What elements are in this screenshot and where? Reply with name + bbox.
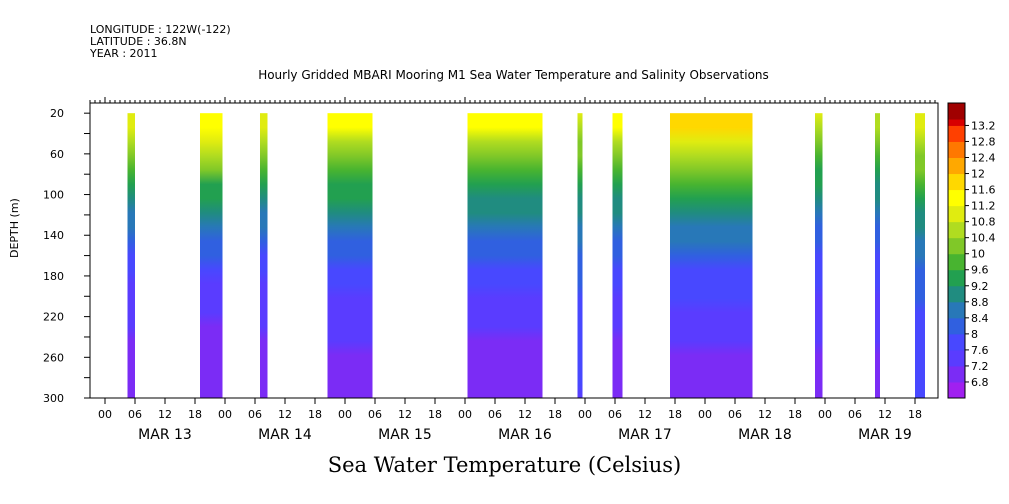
y-tick-label: 100	[43, 189, 64, 202]
day-label: MAR 13	[138, 427, 192, 443]
x-tick-label: 00	[818, 408, 832, 421]
day-label: MAR 14	[258, 427, 312, 443]
colorbar-label: 8.4	[971, 312, 989, 325]
metadata-block: LONGITUDE : 122W(-122) LATITUDE : 36.8N …	[90, 24, 231, 60]
x-tick-label: 06	[248, 408, 262, 421]
colorbar-label: 11.2	[971, 200, 996, 213]
colorbar-swatch	[948, 189, 965, 207]
colorbar-swatch	[948, 205, 965, 223]
longitude-label: LONGITUDE : 122W(-122)	[90, 23, 231, 36]
y-tick-label: 140	[43, 229, 64, 242]
x-tick-label: 12	[878, 408, 892, 421]
x-tick-label: 06	[608, 408, 622, 421]
colorbar-swatch	[948, 253, 965, 271]
day-label: MAR 18	[738, 427, 792, 443]
x-tick-label: 00	[698, 408, 712, 421]
colorbar-swatch	[948, 173, 965, 191]
data-segment-6	[577, 113, 583, 398]
x-tick-label: 12	[638, 408, 652, 421]
y-tick-label: 60	[50, 148, 64, 161]
colorbar-label: 10.8	[971, 216, 996, 229]
data-segment-11	[915, 113, 925, 398]
y-tick-label: 20	[50, 107, 64, 120]
colorbar-label: 12	[971, 168, 985, 181]
x-tick-label: 06	[488, 408, 502, 421]
x-tick-label: 12	[278, 408, 292, 421]
colorbar-label: 6.8	[971, 376, 989, 389]
variable-title: Sea Water Temperature (Celsius)	[327, 453, 682, 477]
colorbar-swatch	[948, 349, 965, 367]
x-tick-label: 12	[158, 408, 172, 421]
colorbar-label: 10	[971, 248, 985, 261]
y-tick-label: 220	[43, 311, 64, 324]
colorbar-swatch	[948, 333, 965, 351]
colorbar-swatch	[948, 317, 965, 335]
colorbar-label: 12.8	[971, 135, 996, 148]
day-label: MAR 19	[858, 427, 912, 443]
colorbar-label: 12.4	[971, 152, 996, 165]
x-tick-label: 18	[668, 408, 682, 421]
x-tick-label: 06	[368, 408, 382, 421]
data-segment-3	[260, 113, 268, 398]
colorbar-label: 7.2	[971, 360, 989, 373]
colorbar-swatch	[948, 301, 965, 319]
colorbar-label: 9.6	[971, 264, 989, 277]
colorbar-label: 13.2	[971, 119, 996, 132]
x-tick-label: 00	[98, 408, 112, 421]
x-tick-label: 18	[908, 408, 922, 421]
day-label: MAR 15	[378, 427, 432, 443]
data-segment-9	[815, 113, 823, 398]
colorbar-frame	[947, 102, 966, 399]
colorbar-swatch	[948, 269, 965, 287]
y-tick-label: 180	[43, 270, 64, 283]
colorbar-swatch	[948, 103, 965, 120]
data-segment-1	[127, 113, 135, 398]
chart-title: Hourly Gridded MBARI Mooring M1 Sea Wate…	[258, 68, 769, 82]
colorbar-swatch	[948, 381, 965, 399]
colorbar-swatch	[948, 365, 965, 383]
data-segment-2	[200, 113, 223, 398]
day-label: MAR 17	[618, 427, 672, 443]
x-tick-label: 06	[728, 408, 742, 421]
colorbar-label: 8	[971, 328, 978, 341]
day-label: MAR 16	[498, 427, 552, 443]
colorbar-swatch	[948, 285, 965, 303]
x-tick-label: 00	[578, 408, 592, 421]
x-tick-label: 00	[458, 408, 472, 421]
x-tick-label: 12	[758, 408, 772, 421]
data-segment-4	[327, 113, 373, 398]
colorbar-label: 11.6	[971, 184, 996, 197]
plot-frame	[89, 102, 939, 399]
colorbar-swatch	[948, 141, 965, 159]
colorbar-label: 7.6	[971, 344, 989, 357]
colorbar-label: 8.8	[971, 296, 989, 309]
colorbar-swatch	[948, 237, 965, 255]
x-tick-label: 18	[308, 408, 322, 421]
year-label: YEAR : 2011	[90, 47, 158, 60]
x-tick-label: 18	[548, 408, 562, 421]
x-tick-label: 00	[338, 408, 352, 421]
x-tick-label: 12	[398, 408, 412, 421]
colorbar-swatch	[948, 157, 965, 175]
x-tick-label: 18	[428, 408, 442, 421]
colorbar-swatch	[948, 125, 965, 142]
x-tick-label: 06	[128, 408, 142, 421]
colorbar-label: 9.2	[971, 280, 989, 293]
data-segment-7	[612, 113, 623, 398]
data-segment-8	[670, 113, 753, 398]
y-tick-label: 300	[43, 392, 64, 405]
x-tick-label: 18	[188, 408, 202, 421]
x-tick-label: 18	[788, 408, 802, 421]
colorbar-label: 10.4	[971, 232, 996, 245]
latitude-label: LATITUDE : 36.8N	[90, 35, 187, 48]
colorbar-swatch	[948, 221, 965, 239]
x-tick-label: 06	[848, 408, 862, 421]
data-segment-5	[467, 113, 543, 398]
y-tick-label: 260	[43, 351, 64, 364]
x-tick-label: 00	[218, 408, 232, 421]
data-segment-10	[875, 113, 880, 398]
x-tick-label: 12	[518, 408, 532, 421]
